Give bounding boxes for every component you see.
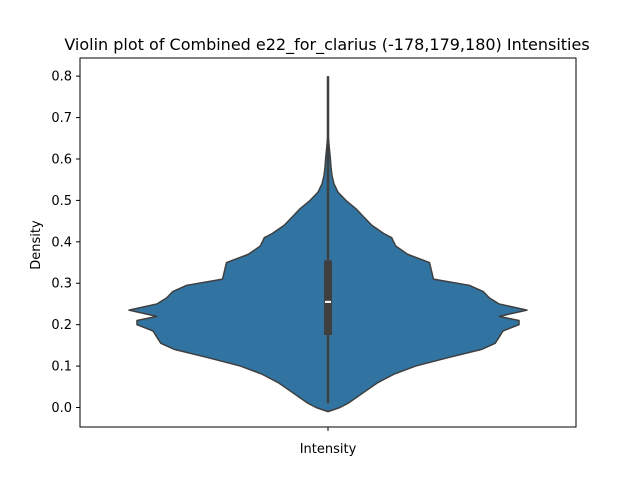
y-axis-label: Density — [29, 220, 44, 270]
y-tick-label: 0.1 — [51, 360, 72, 375]
y-tick-label: 0.0 — [51, 401, 72, 416]
y-tick-label: 0.4 — [51, 235, 72, 250]
x-axis: Intensity — [300, 427, 357, 457]
boxes-group — [324, 76, 332, 404]
y-tick-label: 0.8 — [51, 70, 72, 85]
y-axis: 0.0 0.1 0.2 0.3 0.4 0.5 0.6 0.7 0.8 — [51, 70, 80, 416]
x-tick-label: Intensity — [300, 442, 357, 457]
chart-title: Violin plot of Combined e22_for_clarius … — [64, 35, 589, 55]
plot-area — [79, 57, 577, 428]
y-tick-label: 0.5 — [51, 194, 72, 209]
violin-iqr-box — [324, 260, 332, 336]
y-tick-label: 0.6 — [51, 152, 72, 167]
y-tick-label: 0.2 — [51, 318, 72, 333]
y-tick-label: 0.7 — [51, 111, 72, 126]
y-tick-label: 0.3 — [51, 277, 72, 292]
